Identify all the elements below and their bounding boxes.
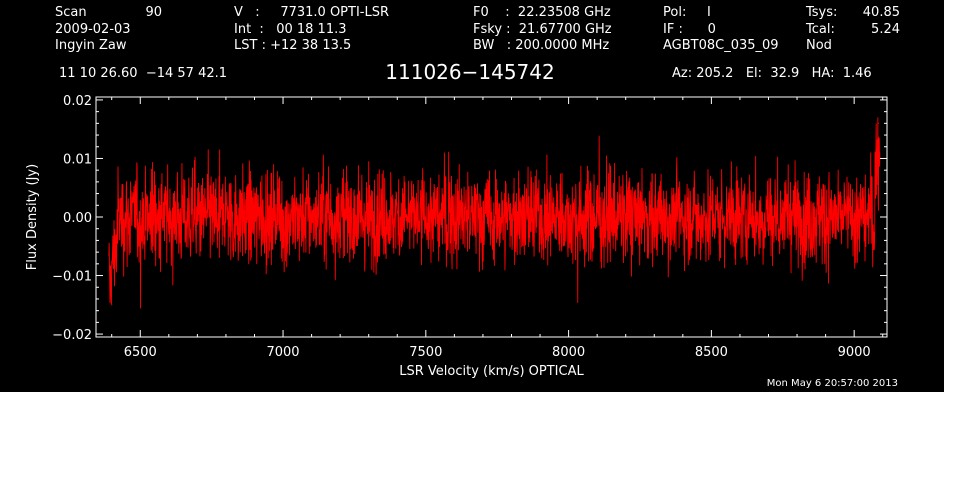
spectrum-line <box>108 117 881 309</box>
switching-mode: Nod <box>806 38 832 53</box>
tsys-label: Tsys: <box>806 5 838 20</box>
az-el-ha: Az: 205.2 El: 32.9 HA: 1.46 <box>672 66 872 81</box>
x-tick-label: 6500 <box>124 345 157 360</box>
sky-frequency: Fsky : 21.67700 GHz <box>473 22 612 37</box>
plot-panel: Scan 90 2009-02-03 Ingyin Zaw V : 7731.0… <box>0 0 944 392</box>
x-tick-label: 7000 <box>266 345 299 360</box>
y-axis-label: Flux Density (Jy) <box>25 164 40 270</box>
x-axis-label: LSR Velocity (km/s) OPTICAL <box>399 364 584 379</box>
spectrum-trace-group <box>108 117 881 309</box>
x-axis-ticks: 6500 7000 7500 8000 8500 9000 <box>111 97 884 360</box>
tcal-label: Tcal: <box>806 22 835 37</box>
velocity-info: V : 7731.0 OPTI-LSR <box>234 5 390 20</box>
source-name: 111026−145742 <box>385 60 555 84</box>
scan-label: Scan <box>55 5 87 20</box>
integration-time: Int : 00 18 11.3 <box>234 22 347 37</box>
tcal-value: 5.24 <box>871 22 900 37</box>
scan-number: 90 <box>145 5 162 20</box>
x-tick-label: 9000 <box>838 345 871 360</box>
bandwidth: BW : 200.0000 MHz <box>473 38 610 53</box>
x-tick-label: 7500 <box>409 345 442 360</box>
y-tick-label: 0.02 <box>63 94 92 109</box>
project-id: AGBT08C_035_09 <box>663 38 779 53</box>
spectrum-chart: 6500 7000 7500 8000 8500 9000 −0.02 −0.01 0.00 0… <box>25 94 888 379</box>
lst-info: LST : +12 38 13.5 <box>234 38 352 53</box>
x-tick-label: 8500 <box>695 345 728 360</box>
y-axis-ticks: −0.02 −0.01 0.00 0.01 0.02 <box>52 94 887 343</box>
obs-date: 2009-02-03 <box>55 22 131 37</box>
y-tick-label: −0.01 <box>52 270 92 285</box>
if-number: IF : 0 <box>663 22 716 37</box>
y-tick-label: −0.02 <box>52 328 92 343</box>
y-tick-label: 0.00 <box>63 211 92 226</box>
observer-name: Ingyin Zaw <box>55 38 127 53</box>
x-tick-label: 8000 <box>552 345 585 360</box>
plot-timestamp: Mon May 6 20:57:00 2013 <box>766 378 898 389</box>
tsys-value: 40.85 <box>862 5 900 20</box>
y-tick-label: 0.01 <box>63 152 92 167</box>
edge-feature-point <box>111 304 113 306</box>
rest-frequency: F0 : 22.23508 GHz <box>473 5 611 20</box>
source-coordinates: 11 10 26.60 −14 57 42.1 <box>59 66 228 81</box>
edge-feature-point <box>877 122 880 124</box>
polarization: Pol: I <box>663 5 711 20</box>
